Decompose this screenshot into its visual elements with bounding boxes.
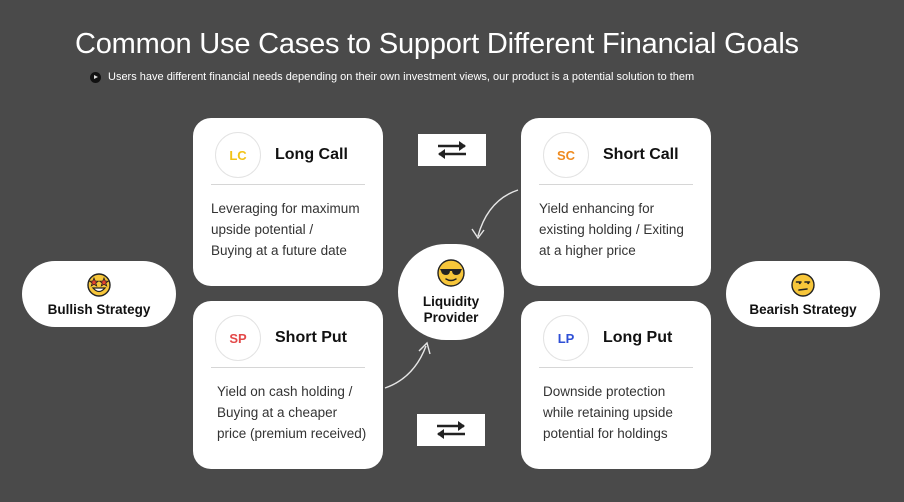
- short-call-title: Short Call: [603, 146, 679, 163]
- short-call-badge: SC: [543, 132, 589, 178]
- liquidity-provider-node: Liquidity Provider: [398, 244, 504, 340]
- desc-line: price (premium received): [217, 426, 367, 441]
- desc-line: existing holding / Exiting: [539, 222, 684, 237]
- page-title: Common Use Cases to Support Different Fi…: [75, 28, 799, 60]
- long-call-description: Leveraging for maximum upside potential …: [211, 198, 371, 261]
- card-short-put: SP Short Put Yield on cash holding / Buy…: [193, 301, 383, 469]
- subtitle: Users have different financial needs dep…: [108, 71, 695, 83]
- card-short-call: SC Short Call Yield enhancing for existi…: [521, 118, 711, 286]
- bullish-strategy-label: Bullish Strategy: [47, 301, 151, 317]
- card-long-put: LP Long Put Downside protection while re…: [521, 301, 711, 469]
- short-put-title: Short Put: [275, 329, 347, 346]
- desc-line: Buying at a cheaper: [217, 405, 338, 420]
- divider: [539, 184, 693, 185]
- liquidity-provider-label: Liquidity Provider: [423, 294, 479, 326]
- bullish-strategy-pill: Bullish Strategy: [22, 261, 176, 327]
- long-put-title: Long Put: [603, 329, 673, 346]
- desc-line: Yield on cash holding /: [217, 384, 353, 399]
- center-line-2: Provider: [423, 310, 479, 325]
- unamused-emoji-icon: [791, 272, 815, 297]
- desc-line: potential for holdings: [543, 426, 668, 441]
- swap-box-bottom: [417, 414, 485, 446]
- arrow-to-liquidity-provider: [384, 345, 427, 389]
- swap-box-top: [418, 134, 486, 166]
- arrow-head: [471, 228, 485, 240]
- long-call-title: Long Call: [275, 146, 348, 163]
- desc-line: at a higher price: [539, 243, 636, 258]
- swap-arrows-icon: [438, 141, 466, 159]
- desc-line: while retaining upside: [543, 405, 673, 420]
- long-put-badge: LP: [543, 315, 589, 361]
- short-put-description: Yield on cash holding / Buying at a chea…: [217, 381, 377, 444]
- short-call-description: Yield enhancing for existing holding / E…: [539, 198, 699, 261]
- bullet-icon: [90, 71, 101, 83]
- swap-arrows-icon: [437, 421, 465, 439]
- card-long-call: LC Long Call Leveraging for maximum upsi…: [193, 118, 383, 286]
- desc-line: Yield enhancing for: [539, 201, 655, 216]
- desc-line: Leveraging for maximum: [211, 201, 360, 216]
- star-struck-emoji-icon: [87, 272, 111, 297]
- arrow-head: [418, 341, 431, 355]
- short-put-badge: SP: [215, 315, 261, 361]
- desc-line: upside potential /: [211, 222, 314, 237]
- bearish-strategy-label: Bearish Strategy: [749, 301, 857, 317]
- divider: [539, 367, 693, 368]
- desc-line: Buying at a future date: [211, 243, 347, 258]
- sunglasses-emoji-icon: [437, 259, 465, 287]
- subtitle-row: Users have different financial needs dep…: [90, 71, 694, 83]
- long-call-badge: LC: [215, 132, 261, 178]
- long-put-description: Downside protection while retaining upsi…: [543, 381, 703, 444]
- desc-line: Downside protection: [543, 384, 666, 399]
- bearish-strategy-pill: Bearish Strategy: [726, 261, 880, 327]
- divider: [211, 184, 365, 185]
- arrow-from-short-call: [477, 189, 519, 237]
- center-line-1: Liquidity: [422, 294, 480, 309]
- divider: [211, 367, 365, 368]
